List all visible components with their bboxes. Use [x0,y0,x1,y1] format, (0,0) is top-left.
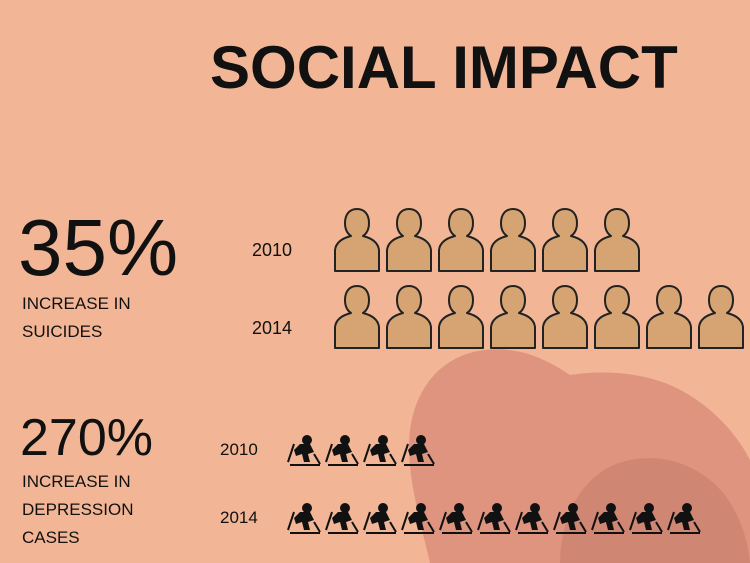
depression-year-2010: 2010 [220,440,258,459]
person-bust-icon [436,282,486,350]
sad-seated-person-icon [476,500,512,534]
depression-increase-caption: INCREASE IN DEPRESSION CASES [22,472,134,547]
depression-icons-2010 [286,432,438,466]
sad-seated-person-icon [666,500,702,534]
person-bust-icon [332,282,382,350]
sad-seated-person-icon [438,500,474,534]
person-bust-icon [488,282,538,350]
person-bust-icon [540,205,590,273]
sad-seated-person-icon [628,500,664,534]
suicide-icons-2014 [332,282,748,350]
sad-seated-person-icon [362,500,398,534]
sad-seated-person-icon [286,500,322,534]
sad-seated-person-icon [552,500,588,534]
person-bust-icon [332,205,382,273]
suicide-increase-percent: 35% [18,203,179,292]
sad-seated-person-icon [590,500,626,534]
depression-icons-2014 [286,500,704,534]
person-bust-icon [592,282,642,350]
person-bust-icon [540,282,590,350]
suicide-year-2014: 2014 [252,318,293,338]
sad-seated-person-icon [286,432,322,466]
person-bust-icon [592,205,642,273]
depression-increase-percent: 270% [20,409,153,467]
person-bust-icon [436,205,486,273]
depression-year-2014: 2014 [220,508,258,527]
suicide-year-2010: 2010 [252,240,293,260]
person-bust-icon [488,205,538,273]
sad-seated-person-icon [362,432,398,466]
sad-seated-person-icon [400,432,436,466]
suicide-icons-2010 [332,205,644,273]
sad-seated-person-icon [400,500,436,534]
person-bust-icon [696,282,746,350]
sad-seated-person-icon [324,432,360,466]
person-bust-icon [384,282,434,350]
person-bust-icon [644,282,694,350]
page-title: SOCIAL IMPACT [210,34,678,101]
sad-seated-person-icon [514,500,550,534]
sad-seated-person-icon [324,500,360,534]
suicide-increase-caption: INCREASE IN SUICIDES [22,294,131,341]
person-bust-icon [384,205,434,273]
